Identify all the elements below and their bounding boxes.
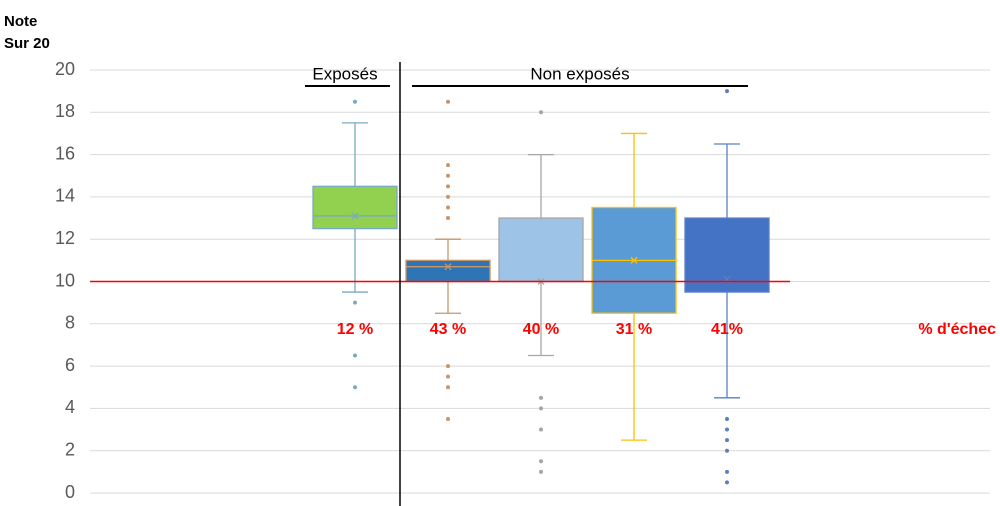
mean-marker xyxy=(630,256,638,264)
outlier xyxy=(446,385,450,390)
y-axis-label: Note xyxy=(4,13,37,30)
outlier xyxy=(725,89,729,94)
outlier xyxy=(725,448,729,453)
mean-stroke xyxy=(630,256,638,264)
outlier xyxy=(446,374,450,379)
y-tick-label: 10 xyxy=(55,270,75,290)
outlier xyxy=(725,469,729,474)
outlier xyxy=(725,438,729,443)
outlier xyxy=(446,99,450,104)
outlier xyxy=(446,163,450,168)
y-tick-label: 20 xyxy=(55,59,75,79)
mean-marker xyxy=(444,263,452,271)
y-tick-label: 0 xyxy=(65,482,75,502)
outlier xyxy=(725,416,729,421)
outlier xyxy=(446,216,450,221)
outlier xyxy=(353,353,357,358)
outlier xyxy=(353,300,357,305)
y-tick-label: 18 xyxy=(55,101,75,121)
outlier xyxy=(446,173,450,178)
y-tick-label: 4 xyxy=(65,397,75,417)
outlier xyxy=(539,459,543,464)
mean-marker xyxy=(351,212,359,220)
group-label: Exposés xyxy=(312,64,377,83)
y-axis-label: Sur 20 xyxy=(4,35,50,52)
box xyxy=(405,259,491,283)
outlier xyxy=(539,406,543,411)
box xyxy=(312,185,398,230)
y-tick-label: 12 xyxy=(55,228,75,248)
outlier xyxy=(446,194,450,199)
failure-rate-label: 31 % xyxy=(616,321,652,338)
y-tick-label: 8 xyxy=(65,313,75,333)
failure-label-title: % d'échec xyxy=(918,321,996,338)
outlier xyxy=(725,480,729,485)
box xyxy=(498,217,584,283)
y-tick-label: 16 xyxy=(55,143,75,163)
outlier xyxy=(353,385,357,390)
outlier xyxy=(446,184,450,189)
failure-rate-label: 12 % xyxy=(337,321,373,338)
outlier xyxy=(353,99,357,104)
outlier xyxy=(539,395,543,400)
group-label: Non exposés xyxy=(530,64,629,83)
outlier xyxy=(539,110,543,115)
outlier xyxy=(539,469,543,474)
y-tick-label: 14 xyxy=(55,186,75,206)
y-tick-label: 6 xyxy=(65,355,75,375)
failure-rate-label: 43 % xyxy=(430,321,466,338)
failure-rate-label: 40 % xyxy=(523,321,559,338)
outlier xyxy=(446,364,450,369)
mean-stroke xyxy=(444,263,452,271)
outlier xyxy=(446,205,450,210)
outlier xyxy=(725,427,729,432)
mean-stroke xyxy=(351,212,359,220)
outlier xyxy=(446,416,450,421)
y-tick-label: 2 xyxy=(65,439,75,459)
failure-rate-label: 41% xyxy=(711,321,743,338)
outlier xyxy=(539,427,543,432)
